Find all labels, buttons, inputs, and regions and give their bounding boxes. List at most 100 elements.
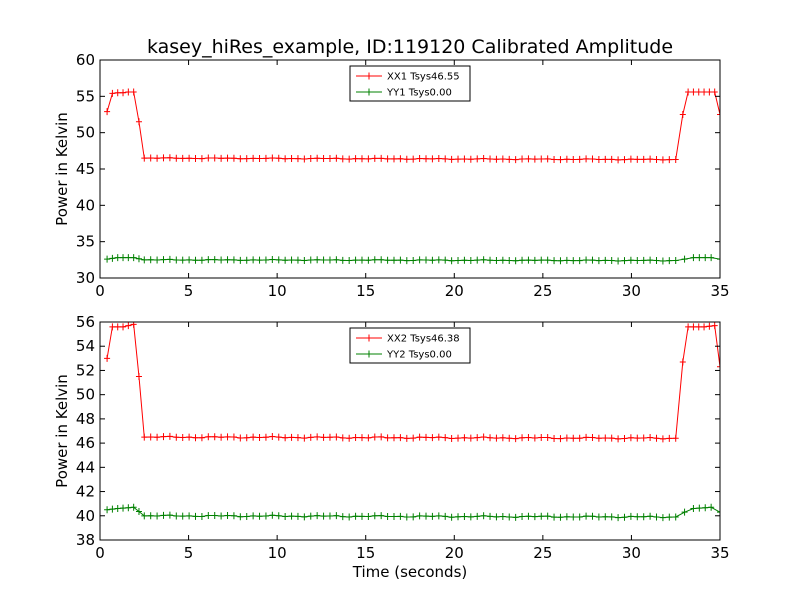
- data-point: [653, 257, 660, 265]
- data-point: [192, 512, 199, 520]
- data-point: [544, 155, 551, 163]
- data-point: [448, 434, 455, 442]
- data-point: [461, 434, 468, 442]
- data-point: [275, 512, 282, 520]
- data-point: [390, 155, 397, 163]
- data-point: [615, 156, 622, 164]
- data-point: [135, 118, 142, 126]
- data-point: [120, 323, 127, 331]
- data-point: [218, 433, 225, 441]
- data-point: [679, 358, 686, 366]
- data-point: [114, 323, 121, 331]
- data-point: [301, 155, 308, 163]
- panel-2: 0 5 10 15 20 25 30 35 38 40 42 44 46 48 50 52 54 56 Power …: [53, 313, 730, 581]
- data-point: [711, 322, 718, 330]
- legend: XX2 Tsys46.38 YY2 Tsys0.00: [349, 327, 471, 364]
- data-point: [326, 433, 333, 441]
- data-point: [589, 512, 596, 520]
- x-tick-label: 30: [622, 544, 641, 562]
- data-point: [166, 255, 173, 263]
- data-point: [301, 434, 308, 442]
- data-point: [109, 323, 116, 331]
- data-point: [114, 254, 121, 262]
- y-tick-label: 44: [76, 458, 95, 476]
- data-point: [563, 256, 570, 264]
- data-point: [173, 512, 180, 520]
- data-point: [717, 111, 720, 118]
- data-point: [160, 154, 167, 162]
- data-point: [570, 257, 577, 265]
- data-point: [371, 512, 378, 520]
- data-point: [627, 512, 634, 520]
- data-point: [690, 323, 697, 331]
- data-point: [314, 512, 321, 520]
- data-point: [154, 433, 161, 441]
- data-point: [307, 433, 314, 441]
- data-point: [696, 504, 703, 512]
- data-point: [135, 255, 142, 263]
- data-point: [243, 155, 250, 163]
- data-point: [608, 155, 615, 163]
- data-point: [198, 256, 205, 264]
- y-tick-label: 48: [76, 410, 95, 428]
- data-point: [410, 434, 417, 442]
- y-tick-label: 50: [76, 386, 95, 404]
- data-point: [531, 256, 538, 264]
- data-point: [114, 505, 121, 513]
- data-point: [390, 434, 397, 442]
- data-point: [147, 512, 154, 520]
- y-tick-label: 42: [76, 483, 95, 501]
- data-point: [557, 156, 564, 164]
- data-point: [230, 256, 237, 264]
- data-point: [224, 433, 231, 441]
- legend-label: YY1 Tsys0.00: [386, 88, 452, 99]
- data-point: [702, 504, 709, 512]
- data-point: [423, 256, 430, 264]
- panel-1: 0 5 10 15 20 25 30 35 30 35 40 45 50 55 60 Power in Kel…: [53, 51, 730, 300]
- data-point: [685, 88, 692, 96]
- legend-label: XX1 Tsys46.55: [387, 72, 460, 83]
- data-point: [461, 256, 468, 264]
- data-point: [205, 433, 212, 441]
- data-point: [647, 434, 654, 442]
- data-point: [314, 433, 321, 441]
- data-point: [378, 512, 385, 520]
- data-point: [602, 513, 609, 521]
- data-point: [672, 156, 679, 164]
- data-point: [544, 256, 551, 264]
- data-point: [467, 256, 474, 264]
- data-point: [173, 256, 180, 264]
- data-point: [493, 434, 500, 442]
- data-point: [634, 155, 641, 163]
- data-point: [429, 512, 436, 520]
- data-point: [120, 254, 127, 262]
- data-point: [640, 256, 647, 264]
- data-point: [211, 511, 218, 519]
- data-point: [512, 156, 519, 164]
- data-point: [690, 88, 697, 96]
- data-point: [416, 433, 423, 441]
- data-point: [493, 513, 500, 521]
- data-point: [666, 434, 673, 442]
- data-point: [339, 434, 346, 442]
- data-point: [371, 433, 378, 441]
- data-point: [307, 256, 314, 264]
- data-point: [634, 434, 641, 442]
- data-point: [576, 513, 583, 521]
- data-point: [551, 434, 558, 442]
- data-point: [615, 257, 622, 265]
- data-point: [621, 156, 628, 164]
- data-point: [346, 513, 353, 521]
- data-point: [544, 433, 551, 441]
- data-point: [672, 257, 679, 265]
- data-point: [230, 433, 237, 441]
- data-point: [538, 256, 545, 264]
- x-axis-label: Time (seconds): [352, 563, 468, 581]
- data-point: [256, 512, 263, 520]
- y-tick-label: 35: [76, 233, 95, 251]
- data-point: [282, 512, 289, 520]
- data-point: [205, 256, 212, 264]
- data-point: [256, 256, 263, 264]
- data-point: [403, 155, 410, 163]
- data-point: [701, 88, 708, 96]
